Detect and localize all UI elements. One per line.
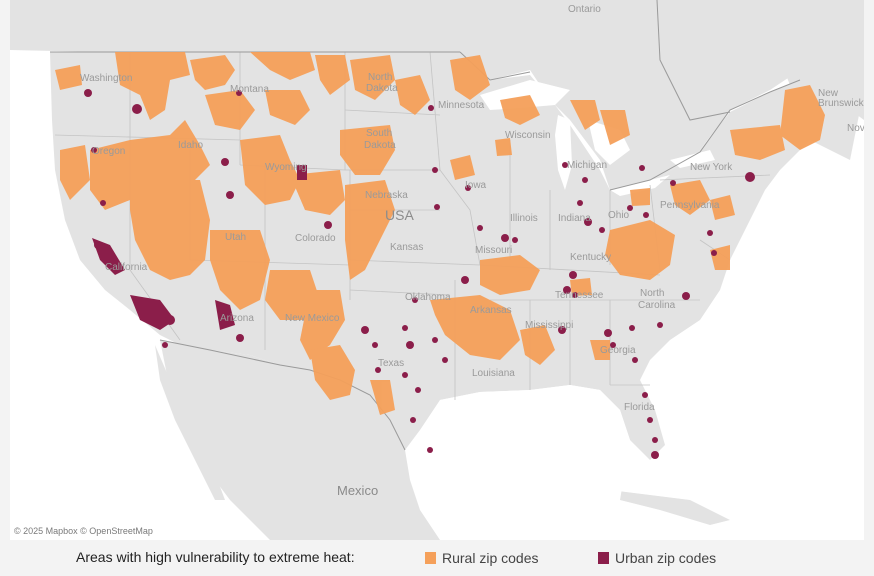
legend-item-rural: Rural zip codes <box>425 550 539 566</box>
urban-swatch-icon <box>598 552 609 564</box>
gulf-of-mexico <box>420 385 630 520</box>
legend: Areas with high vulnerability to extreme… <box>0 540 874 576</box>
urban-zip-codes <box>84 89 755 459</box>
lake-ontario <box>670 150 715 168</box>
map-attribution[interactable]: © 2025 Mapbox © OpenStreetMap <box>14 526 153 536</box>
lake-erie <box>610 175 670 196</box>
map-canvas[interactable]: Ontario New Brunswick Nov Washington Mon… <box>10 0 864 540</box>
legend-label-rural: Rural zip codes <box>442 550 539 566</box>
heat-vulnerability-overlay <box>55 52 825 459</box>
legend-title: Areas with high vulnerability to extreme… <box>76 549 355 565</box>
baja-land <box>155 345 225 500</box>
mexico-land <box>160 340 440 540</box>
legend-label-urban: Urban zip codes <box>615 550 717 566</box>
rural-zip-codes <box>55 52 825 415</box>
lake-michigan <box>555 115 572 190</box>
rural-swatch-icon <box>425 552 436 564</box>
canada-land <box>10 0 864 190</box>
basemap <box>10 0 864 540</box>
cuba-land <box>610 490 730 525</box>
legend-item-urban: Urban zip codes <box>598 550 716 566</box>
